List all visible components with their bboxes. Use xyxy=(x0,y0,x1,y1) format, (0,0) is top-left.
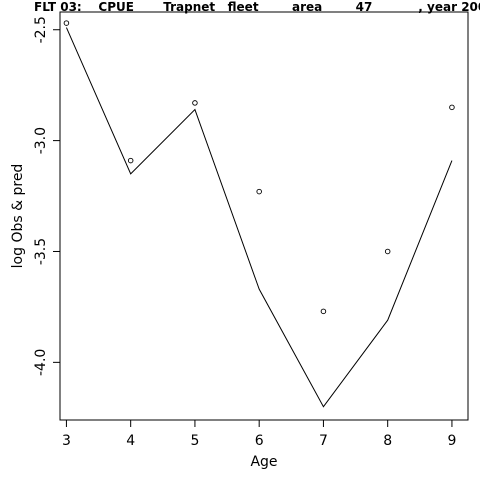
y-tick-label: -4.0 xyxy=(33,349,49,376)
observed-point xyxy=(63,20,70,26)
x-axis-label: Age xyxy=(250,454,277,470)
chart-title: FLT 03: CPUE Trapnet fleet area 47 , yea… xyxy=(34,0,480,14)
x-tick-label: 3 xyxy=(62,433,71,449)
observed-point xyxy=(320,308,327,315)
y-axis: -2.5 -3.0 -3.5 -4.0 xyxy=(33,16,60,376)
x-tick-label: 8 xyxy=(383,433,392,449)
observed-point xyxy=(384,248,391,255)
y-tick-label: -3.5 xyxy=(33,238,49,265)
series-layer xyxy=(63,20,455,408)
x-tick-label: 7 xyxy=(319,433,328,449)
x-tick-label: 4 xyxy=(126,433,135,449)
observed-point xyxy=(449,104,455,111)
y-tick-label: -3.0 xyxy=(33,127,49,154)
x-tick-label: 9 xyxy=(447,433,456,449)
observed-point xyxy=(256,188,262,195)
predicted-line xyxy=(65,27,453,408)
y-tick-label: -2.5 xyxy=(33,16,49,43)
observed-point xyxy=(192,100,198,106)
x-tick-label: 5 xyxy=(190,433,199,449)
y-axis-label: log Obs & pred xyxy=(10,164,26,269)
x-axis: 3 4 5 6 7 8 9 xyxy=(62,420,456,449)
x-tick-label: 6 xyxy=(255,433,264,449)
observed-point xyxy=(127,157,134,164)
plot-frame xyxy=(59,11,469,421)
